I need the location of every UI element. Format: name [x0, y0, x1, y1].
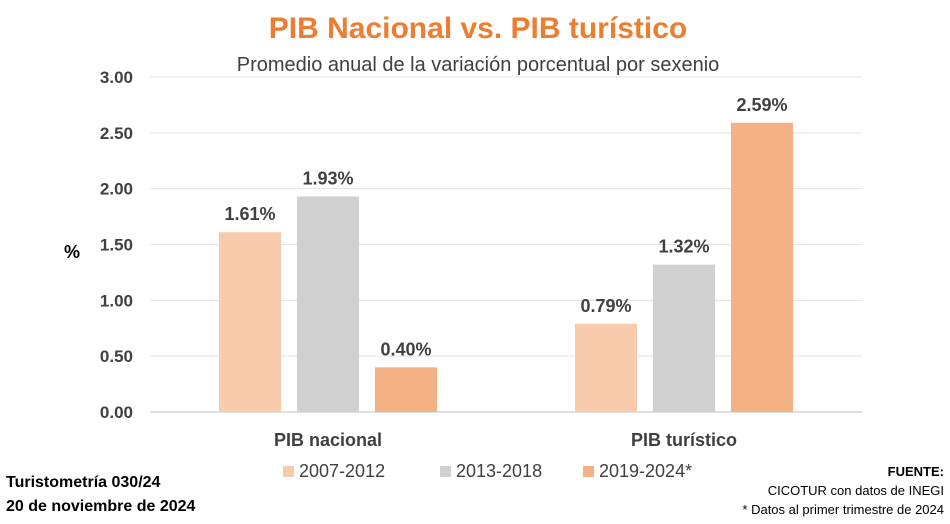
report-id: Turistometría 030/24 — [6, 474, 161, 491]
category-label: PIB turístico — [631, 430, 737, 450]
legend-label: 2019-2024* — [599, 461, 692, 481]
y-tick-label: 0.00 — [100, 403, 133, 422]
source-text: CICOTUR con datos de INEGI — [767, 483, 944, 498]
source-note: * Datos al primer trimestre de 2024 — [742, 502, 944, 517]
legend-swatch — [440, 466, 451, 477]
y-axis-ticks: 0.00 0.50 1.00 1.50 2.00 2.50 3.00 — [100, 68, 133, 422]
y-tick-label: 3.00 — [100, 68, 133, 87]
y-tick-label: 2.50 — [100, 124, 133, 143]
chart-title: PIB Nacional vs. PIB turístico — [269, 12, 687, 45]
bar — [375, 367, 437, 412]
source-label: FUENTE: — [887, 464, 944, 479]
category-label: PIB nacional — [274, 430, 382, 450]
legend: 2007-2012 2013-2018 2019-2024* — [283, 461, 692, 481]
data-label: 2.59% — [736, 95, 787, 115]
y-tick-label: 0.50 — [100, 347, 133, 366]
y-axis-label: % — [64, 242, 80, 262]
bar — [219, 232, 281, 412]
source-info: FUENTE: CICOTUR con datos de INEGI * Dat… — [742, 462, 944, 519]
y-tick-label: 1.50 — [100, 236, 133, 255]
bar — [731, 122, 793, 413]
bar — [653, 264, 715, 412]
chart-subtitle: Promedio anual de la variación porcentua… — [237, 54, 720, 76]
data-label: 0.79% — [580, 296, 631, 316]
report-info: Turistometría 030/24 20 de noviembre de … — [6, 471, 195, 519]
legend-swatch — [283, 466, 294, 477]
y-tick-label: 2.00 — [100, 180, 133, 199]
legend-label: 2013-2018 — [456, 461, 542, 481]
data-label: 1.61% — [224, 204, 275, 224]
legend-swatch — [583, 466, 594, 477]
report-date: 20 de noviembre de 2024 — [6, 498, 196, 515]
data-label: 1.93% — [302, 168, 353, 188]
data-label: 0.40% — [380, 339, 431, 359]
bar — [575, 323, 637, 412]
y-tick-label: 1.00 — [100, 291, 133, 310]
category-labels: PIB nacional PIB turístico — [274, 430, 737, 450]
legend-label: 2007-2012 — [299, 461, 385, 481]
bar — [297, 196, 359, 412]
data-label: 1.32% — [658, 237, 709, 257]
bars: 1.61% 1.93% 0.40% 0.79% 1.32% 2.59% — [219, 95, 793, 413]
